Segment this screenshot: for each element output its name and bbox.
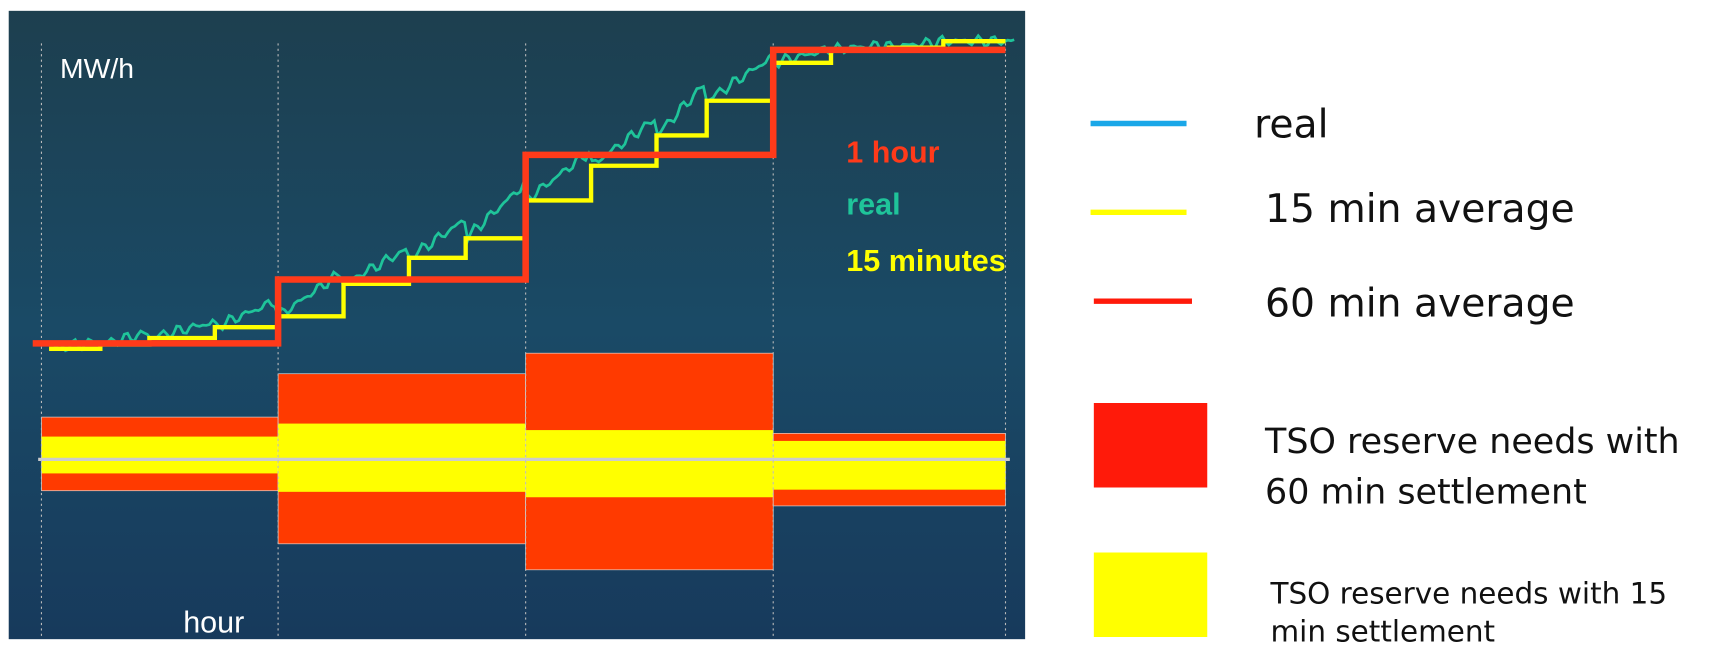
legend-swatch [1094,553,1207,638]
legend-label: min settlement [1271,614,1496,648]
annotation: real [846,188,900,222]
chart-panel [9,11,1025,639]
annotation: 15 minutes [846,244,1005,278]
legend-label: 15 min average [1265,187,1575,232]
annotation: 1 hour [846,136,939,170]
reserve-15min [526,430,774,497]
reserve-15min [773,441,1005,490]
legend-label: 60 min settlement [1265,473,1587,513]
legend-label: TSO reserve needs with 15 [1270,577,1668,611]
legend-label: 60 min average [1265,281,1575,326]
legend-label: TSO reserve needs with [1264,422,1680,462]
legend-swatch [1094,403,1207,488]
x-axis-label: hour [183,606,244,640]
y-axis-label: MW/h [60,52,134,84]
reserve-15min [41,437,278,474]
legend-label: real [1254,103,1328,148]
slide: MW/h hour 1 hour real 15 minutes real 15… [0,0,1710,650]
